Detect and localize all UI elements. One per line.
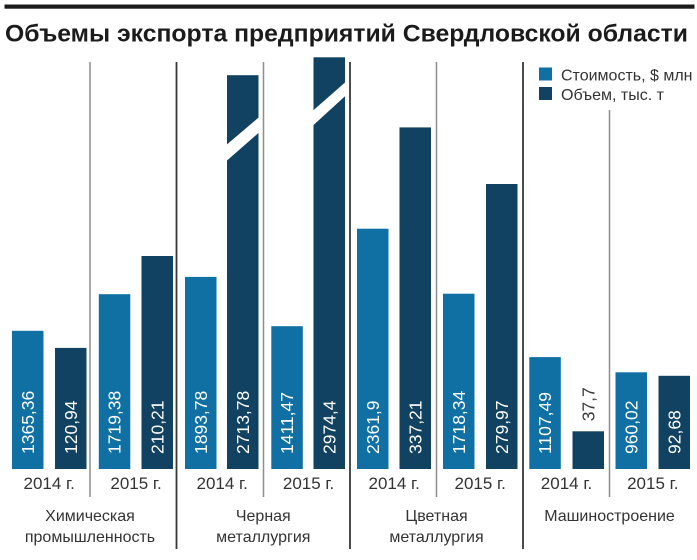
svg-text:Объемы экспорта предприятий Св: Объемы экспорта предприятий Свердловской… <box>5 21 688 48</box>
svg-text:337,21: 337,21 <box>405 400 425 454</box>
svg-text:Стоимость, $ млн: Стоимость, $ млн <box>561 68 693 85</box>
svg-text:Объем, тыс. т: Объем, тыс. т <box>561 87 665 104</box>
svg-text:210,21: 210,21 <box>147 400 167 454</box>
svg-text:2361,9: 2361,9 <box>363 400 383 454</box>
svg-text:2713,78: 2713,78 <box>233 391 253 454</box>
svg-text:2014 г.: 2014 г. <box>197 474 248 493</box>
svg-text:Черная: Черная <box>236 508 291 525</box>
svg-text:Цветная: Цветная <box>405 508 467 525</box>
svg-text:120,94: 120,94 <box>61 400 81 454</box>
svg-text:металлургия: металлургия <box>216 529 310 546</box>
svg-text:1365,36: 1365,36 <box>18 391 38 454</box>
svg-text:Химическая: Химическая <box>45 508 135 525</box>
svg-text:2014 г.: 2014 г. <box>369 474 420 493</box>
svg-text:2014 г.: 2014 г. <box>24 474 75 493</box>
svg-text:92,68: 92,68 <box>664 410 684 454</box>
svg-text:2015 г.: 2015 г. <box>283 474 334 493</box>
svg-text:металлургия: металлургия <box>389 529 483 546</box>
svg-text:1718,34: 1718,34 <box>449 390 469 454</box>
svg-text:промышленность: промышленность <box>25 529 155 546</box>
svg-text:279,97: 279,97 <box>492 400 512 454</box>
svg-text:37,7: 37,7 <box>578 387 598 421</box>
svg-text:1107,49: 1107,49 <box>535 392 555 454</box>
svg-text:Машиностроение: Машиностроение <box>544 508 675 525</box>
svg-text:2974,4: 2974,4 <box>319 400 339 454</box>
svg-text:1411,47: 1411,47 <box>277 392 297 454</box>
svg-text:2015 г.: 2015 г. <box>455 474 506 493</box>
svg-text:1719,38: 1719,38 <box>105 391 125 454</box>
svg-text:2014 г.: 2014 г. <box>541 474 592 493</box>
svg-text:1893,78: 1893,78 <box>191 391 211 454</box>
svg-text:2015 г.: 2015 г. <box>627 474 678 493</box>
svg-text:960,02: 960,02 <box>621 400 641 454</box>
svg-text:2015 г.: 2015 г. <box>110 474 161 493</box>
